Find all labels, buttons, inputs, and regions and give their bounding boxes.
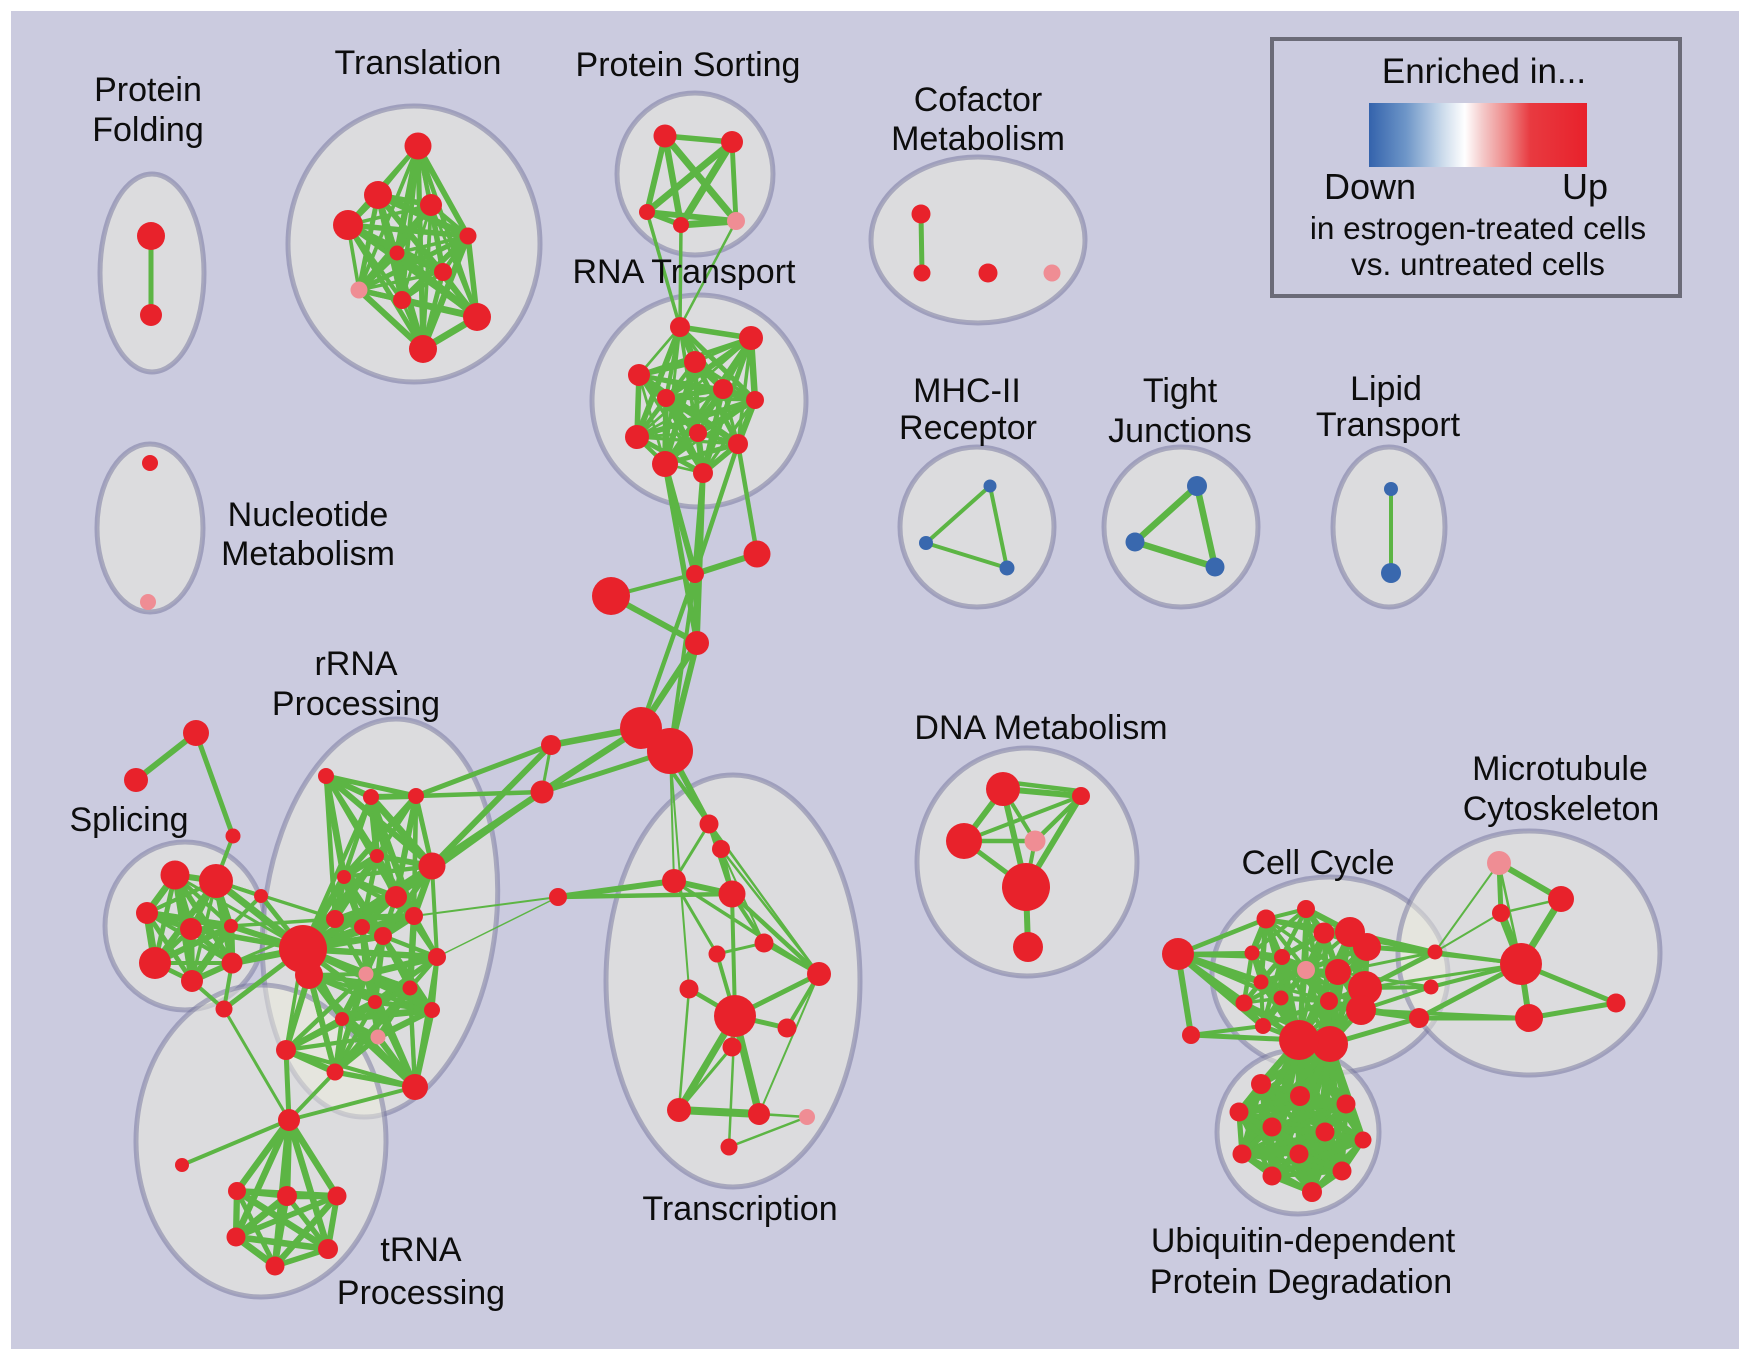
svg-text:Processing: Processing bbox=[337, 1274, 505, 1312]
svg-text:Metabolism: Metabolism bbox=[891, 120, 1065, 158]
svg-text:MHC-II: MHC-II bbox=[913, 372, 1021, 410]
svg-text:Transport: Transport bbox=[1316, 406, 1461, 444]
svg-text:Junctions: Junctions bbox=[1108, 412, 1252, 450]
svg-text:Cell Cycle: Cell Cycle bbox=[1241, 844, 1394, 882]
svg-text:in estrogen-treated cells: in estrogen-treated cells bbox=[1310, 210, 1646, 246]
svg-text:Up: Up bbox=[1562, 166, 1608, 207]
svg-text:Metabolism: Metabolism bbox=[221, 535, 395, 573]
svg-text:Cofactor: Cofactor bbox=[914, 81, 1043, 119]
svg-text:Ubiquitin-dependent: Ubiquitin-dependent bbox=[1151, 1222, 1456, 1260]
svg-text:DNA Metabolism: DNA Metabolism bbox=[914, 709, 1167, 747]
svg-text:Receptor: Receptor bbox=[899, 409, 1037, 447]
svg-text:Enriched in...: Enriched in... bbox=[1382, 52, 1586, 91]
svg-text:rRNA: rRNA bbox=[314, 645, 397, 683]
svg-text:Cytoskeleton: Cytoskeleton bbox=[1463, 790, 1660, 828]
svg-text:Protein Degradation: Protein Degradation bbox=[1150, 1263, 1452, 1301]
svg-text:RNA Transport: RNA Transport bbox=[573, 253, 797, 291]
svg-text:Splicing: Splicing bbox=[69, 801, 188, 839]
svg-text:Folding: Folding bbox=[92, 111, 204, 149]
svg-text:Down: Down bbox=[1324, 166, 1416, 207]
svg-text:Tight: Tight bbox=[1143, 372, 1218, 410]
svg-text:Nucleotide: Nucleotide bbox=[228, 496, 389, 534]
svg-text:Translation: Translation bbox=[335, 44, 502, 82]
svg-text:tRNA: tRNA bbox=[380, 1231, 462, 1269]
svg-text:Transcription: Transcription bbox=[642, 1190, 837, 1228]
svg-text:Microtubule: Microtubule bbox=[1472, 750, 1648, 788]
svg-text:Lipid: Lipid bbox=[1350, 370, 1422, 408]
svg-text:vs. untreated cells: vs. untreated cells bbox=[1351, 246, 1605, 282]
svg-text:Protein: Protein bbox=[94, 71, 202, 109]
svg-text:Protein Sorting: Protein Sorting bbox=[576, 46, 801, 84]
svg-text:Processing: Processing bbox=[272, 685, 440, 723]
